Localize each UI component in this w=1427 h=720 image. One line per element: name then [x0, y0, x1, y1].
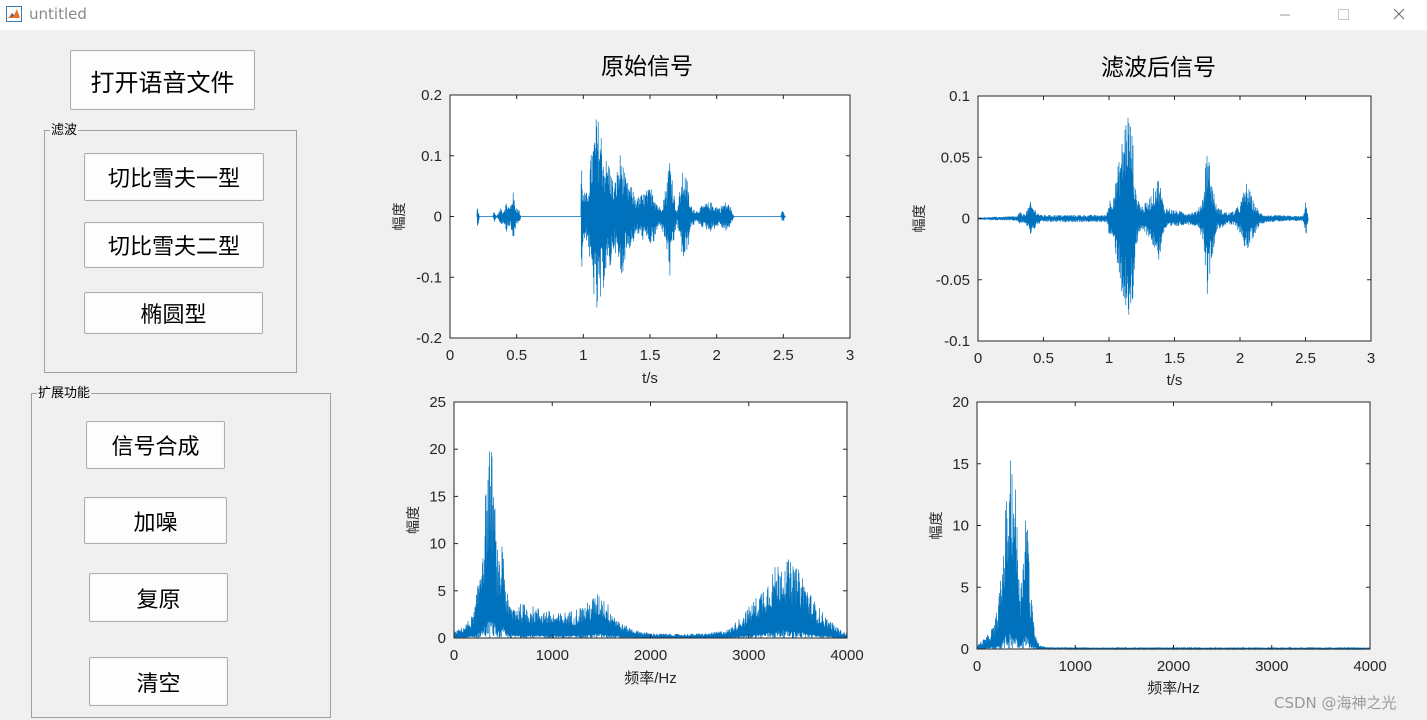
- filt-time-ytick-label: 0.1: [949, 88, 970, 105]
- close-icon[interactable]: [1376, 0, 1422, 30]
- orig-freq-ytick-label: 15: [429, 488, 446, 505]
- maximize-icon[interactable]: [1320, 0, 1366, 30]
- orig-time-xtick-label: 1: [579, 347, 587, 364]
- signal-synthesis-button[interactable]: 信号合成: [86, 421, 225, 469]
- filt-freq-frame: [976, 401, 1371, 650]
- orig-freq-ytick-label: 25: [429, 394, 446, 411]
- orig-time-xtick-label: 2: [712, 347, 720, 364]
- orig-time-ylabel: 幅度: [392, 203, 408, 231]
- orig-freq-series-line: [453, 451, 848, 639]
- filt-time-xtick-label: 1.5: [1164, 350, 1185, 367]
- filt-freq-xtick-label: 1000: [1059, 658, 1092, 675]
- filt-freq-axes: 0 1000 2000 3000 4000 0 5 10 15 20 频率/Hz 幅度: [929, 394, 1387, 697]
- filt-time-xtick-label: 0.5: [1033, 350, 1054, 367]
- open-audio-file-button[interactable]: 打开语音文件: [70, 50, 255, 110]
- orig-time-plot-area: [450, 95, 850, 338]
- orig-time-xlabel: t/s: [642, 370, 658, 387]
- orig-freq-xtick-label: 2000: [634, 647, 667, 664]
- filter-panel: [44, 130, 297, 373]
- original-signal-title: 原始信号: [601, 54, 693, 80]
- orig-time-series-line: [476, 119, 786, 308]
- filt-time-axes: 0 0.5 1 1.5 2 2.5 3 -0.1 -0.05 0 0.05 0.1 t/s 幅度: [912, 88, 1375, 389]
- filt-time-xtick-label: 2.5: [1295, 350, 1316, 367]
- filt-time-ylabel: 幅度: [912, 205, 928, 233]
- orig-time-xtick-label: 2.5: [773, 347, 794, 364]
- filt-time-ytick-label: 0: [962, 211, 970, 228]
- orig-time-xtick-label: 0: [446, 347, 454, 364]
- orig-time-ytick-label: -0.1: [416, 269, 442, 286]
- orig-time-ytick-label: 0.2: [421, 87, 442, 104]
- filtered-signal-title: 滤波后信号: [1101, 55, 1216, 81]
- filter-panel-title: 滤波: [50, 123, 79, 138]
- orig-freq-frame: [453, 401, 848, 639]
- filt-freq-xlabel: 频率/Hz: [1147, 680, 1200, 697]
- orig-freq-ytick-label: 0: [438, 630, 446, 647]
- window-title: untitled: [29, 5, 87, 23]
- orig-freq-xtick-label: 3000: [732, 647, 765, 664]
- orig-time-ytick-label: 0.1: [421, 148, 442, 165]
- filt-freq-xtick-label: 2000: [1157, 658, 1190, 675]
- orig-time-xtick-label: 0.5: [506, 347, 527, 364]
- chebyshev-type1-button[interactable]: 切比雪夫一型: [84, 153, 264, 201]
- filt-time-ytick-label: -0.05: [936, 272, 970, 289]
- orig-freq-ylabel: 幅度: [406, 506, 422, 534]
- watermark: CSDN @海神之光: [1274, 694, 1397, 712]
- orig-time-xtick-label: 3: [846, 347, 854, 364]
- extended-panel-title: 扩展功能: [37, 386, 92, 401]
- filt-freq-plot-area: [977, 402, 1370, 649]
- title-bar: untitled: [0, 0, 1427, 30]
- filt-freq-xtick-label: 0: [973, 658, 981, 675]
- filt-time-xtick-label: 3: [1367, 350, 1375, 367]
- orig-time-xtick-label: 1.5: [640, 347, 661, 364]
- filt-time-ytick-label: 0.05: [941, 149, 970, 166]
- chebyshev-type2-button[interactable]: 切比雪夫二型: [84, 222, 264, 268]
- filt-freq-ytick-label: 15: [952, 456, 969, 473]
- filt-freq-ytick-label: 5: [961, 579, 969, 596]
- filt-time-plot-area: [978, 96, 1371, 341]
- filt-freq-ytick-label: 20: [952, 394, 969, 411]
- orig-freq-xtick-label: 4000: [830, 647, 863, 664]
- orig-freq-ytick-label: 20: [429, 441, 446, 458]
- matlab-icon: [6, 6, 22, 22]
- orig-freq-xlabel: 频率/Hz: [624, 670, 677, 687]
- elliptic-button[interactable]: 椭圆型: [84, 292, 263, 334]
- clear-button[interactable]: 清空: [89, 657, 228, 706]
- extended-panel: [31, 393, 331, 718]
- filt-time-xlabel: t/s: [1167, 372, 1183, 389]
- filt-freq-series-line: [976, 460, 1371, 651]
- filt-time-xtick-label: 0: [974, 350, 982, 367]
- filt-time-xtick-label: 2: [1236, 350, 1244, 367]
- filt-freq-ylabel: 幅度: [929, 512, 945, 540]
- orig-time-ytick-label: -0.2: [416, 330, 442, 347]
- orig-freq-xtick-label: 1000: [536, 647, 569, 664]
- orig-freq-plot-area: [454, 402, 847, 638]
- filt-time-series-line: [977, 117, 1309, 315]
- orig-time-ytick-label: 0: [434, 209, 442, 226]
- filt-freq-xtick-label: 3000: [1255, 658, 1288, 675]
- orig-freq-ytick-label: 10: [429, 536, 446, 553]
- restore-button[interactable]: 复原: [89, 573, 228, 622]
- filt-freq-ytick-label: 10: [952, 518, 969, 535]
- filt-freq-ytick-label: 0: [961, 641, 969, 658]
- orig-time-frame: [449, 94, 851, 339]
- filt-time-xtick-label: 1: [1105, 350, 1113, 367]
- add-noise-button[interactable]: 加噪: [84, 497, 227, 544]
- orig-freq-ytick-label: 5: [438, 583, 446, 600]
- orig-freq-axes: 0 1000 2000 3000 4000 0 5 10 15 20 25 频率/Hz 幅度: [406, 394, 864, 687]
- orig-time-axes: 0 0.5 1 1.5 2 2.5 3 -0.2 -0.1 0 0.1 0.2 t/s 幅度: [392, 87, 854, 387]
- filt-time-ytick-label: -0.1: [944, 333, 970, 350]
- minimize-icon[interactable]: [1262, 0, 1308, 30]
- filt-time-frame: [977, 95, 1372, 342]
- filt-freq-xtick-label: 4000: [1353, 658, 1386, 675]
- orig-freq-xtick-label: 0: [450, 647, 458, 664]
